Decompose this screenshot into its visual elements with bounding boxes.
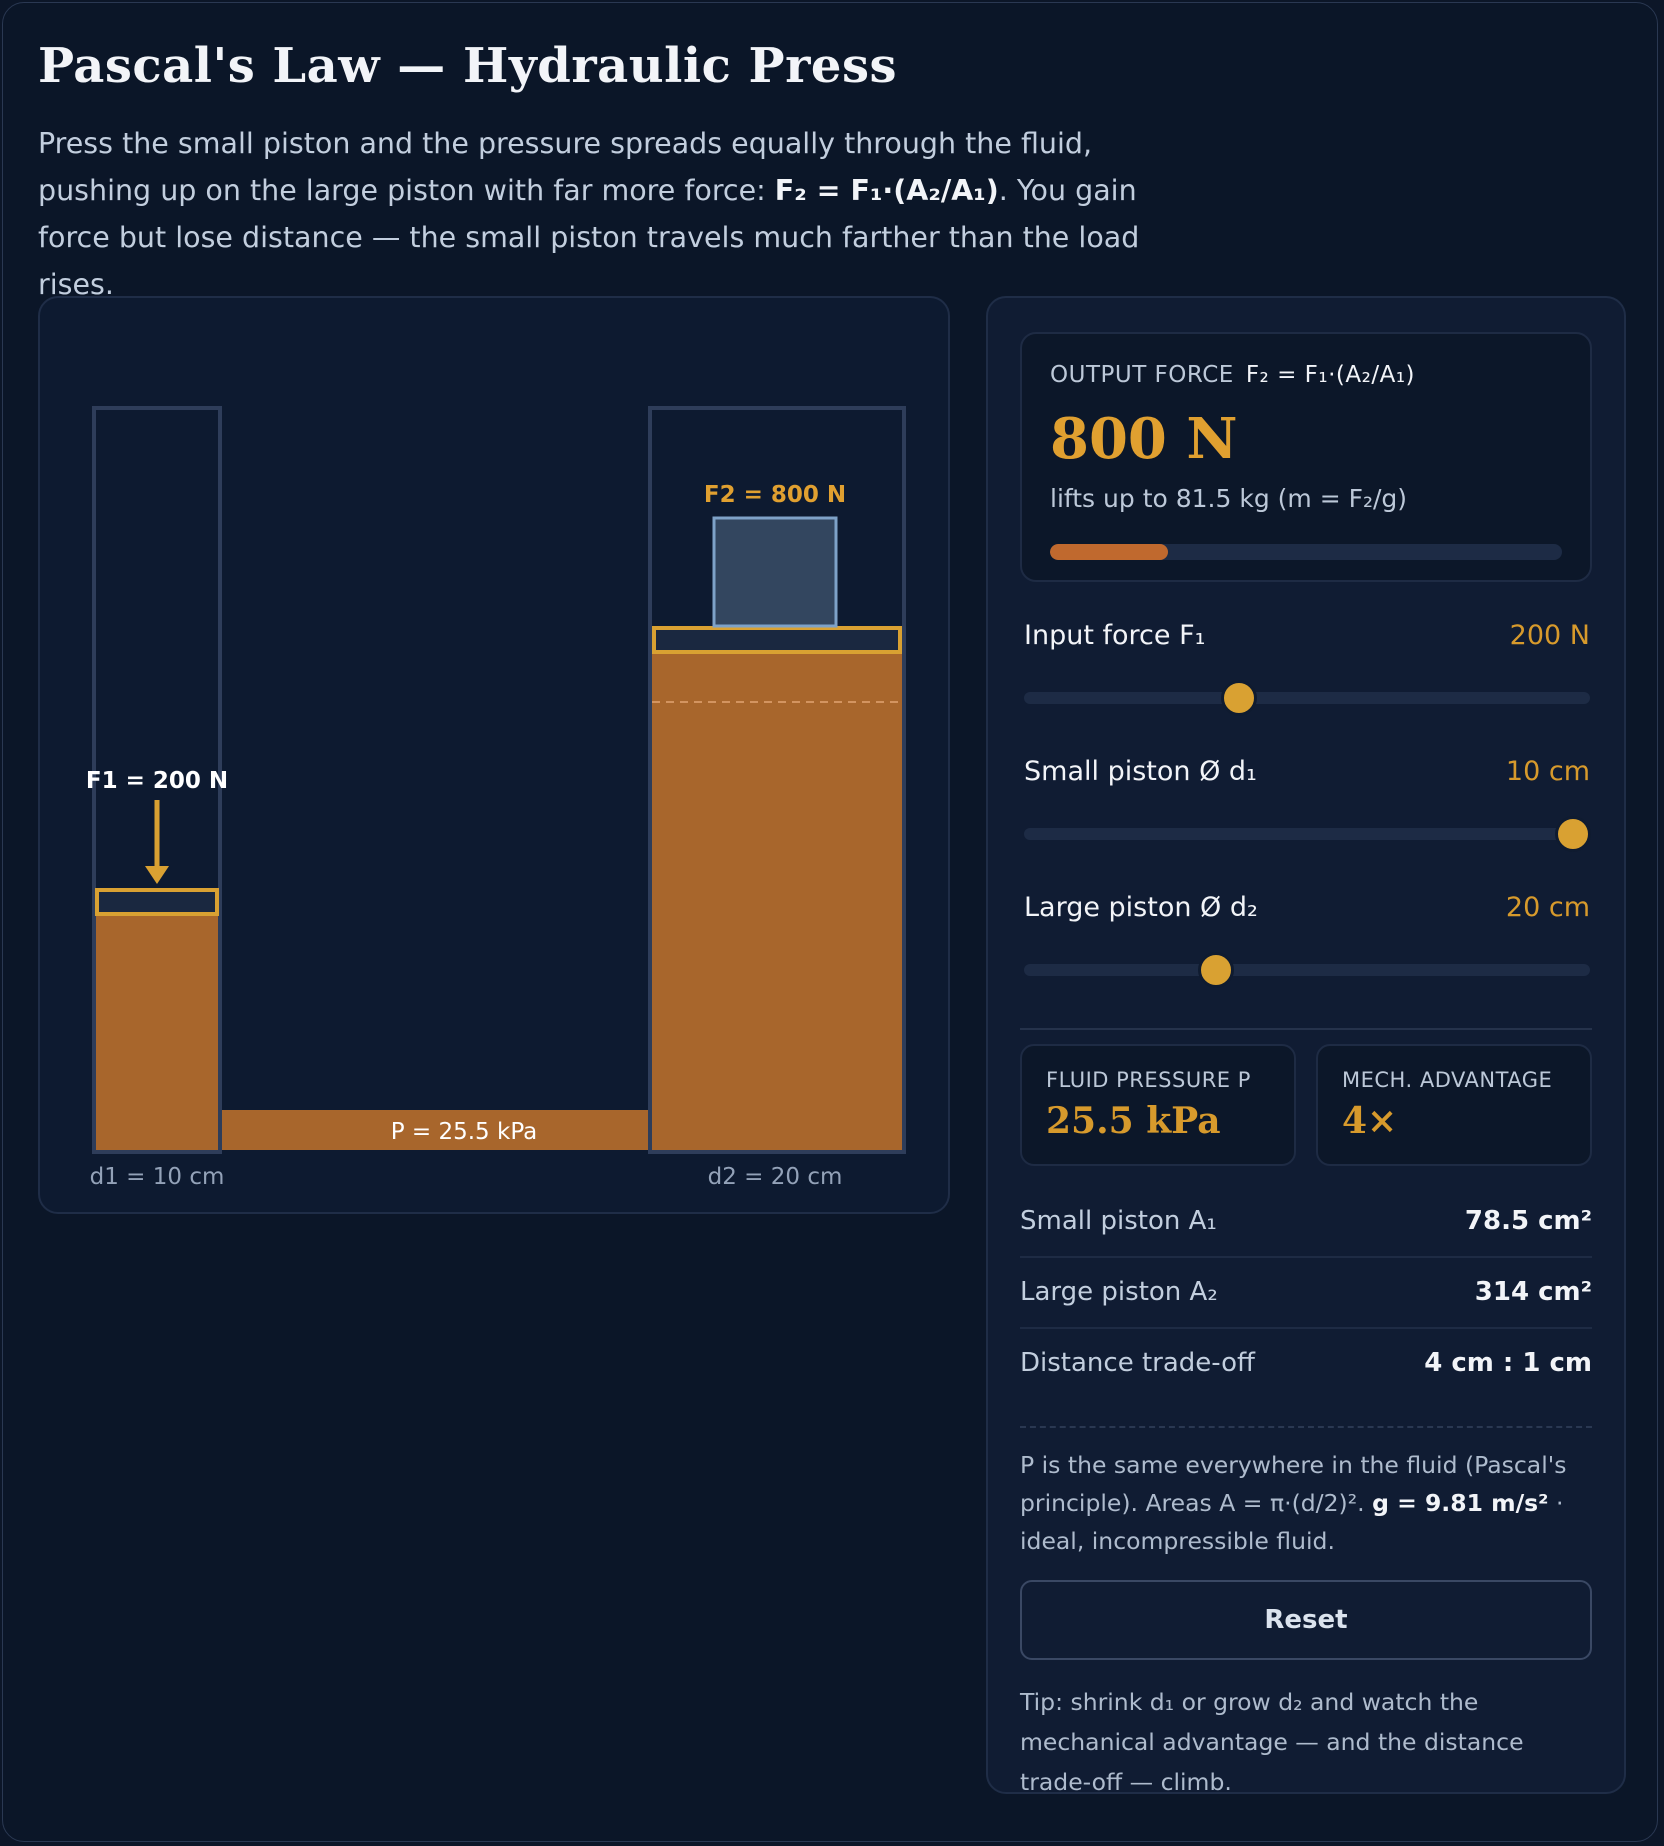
output-force-card: OUTPUT FORCE F₂ = F₁·(A₂/A₁) 800 N lifts … <box>1020 332 1592 582</box>
output-force-caption: OUTPUT FORCE F₂ = F₁·(A₂/A₁) <box>1050 362 1416 388</box>
slider-track[interactable] <box>1024 964 1590 976</box>
output-force-value: 800 N <box>1050 406 1238 472</box>
hydraulic-press-diagram: F1 = 200 N F2 = 800 N P = 25.5 kPa d1 = … <box>86 406 906 1190</box>
section-divider <box>1020 1028 1592 1030</box>
connecting-pipe <box>218 1110 648 1150</box>
dashed-divider <box>1020 1426 1592 1428</box>
output-force-bar <box>1050 544 1562 560</box>
small-area-row: Small piston A₁ 78.5 cm² <box>1020 1188 1592 1258</box>
large-area-row: Large piston A₂ 314 cm² <box>1020 1259 1592 1329</box>
small-piston[interactable] <box>95 888 219 916</box>
slider-thumb[interactable] <box>1555 816 1592 852</box>
small-cylinder-fluid <box>96 914 218 1150</box>
lift-mass-text: lifts up to 81.5 kg (m = F₂/g) <box>1050 484 1408 513</box>
pressure-label: P = 25.5 kPa <box>391 1119 538 1145</box>
large-cylinder-fluid <box>652 652 902 1150</box>
reset-button[interactable]: Reset <box>1020 1580 1592 1660</box>
input-force-label: F1 = 200 N <box>86 768 228 794</box>
slider-track[interactable] <box>1024 692 1590 704</box>
mech-advantage-stat: MECH. ADVANTAGE 4× <box>1316 1044 1592 1166</box>
large-piston-slider[interactable]: Large piston Ø d₂ 20 cm <box>1024 892 1590 992</box>
physics-note: P is the same everywhere in the fluid (P… <box>1020 1451 1567 1555</box>
fluid-pressure-stat: FLUID PRESSURE P 25.5 kPa <box>1020 1044 1296 1166</box>
small-piston-slider[interactable]: Small piston Ø d₁ 10 cm <box>1024 756 1592 856</box>
simulation-panel: F1 = 200 N F2 = 800 N P = 25.5 kPa d1 = … <box>38 296 950 1214</box>
slider-thumb[interactable] <box>1198 952 1235 988</box>
page-title: Pascal's Law — Hydraulic Press <box>38 38 897 94</box>
arrow-head-icon <box>145 866 169 884</box>
tip-text: Tip: shrink d₁ or grow d₂ and watch the … <box>1020 1688 1524 1796</box>
small-diameter-label: d1 = 10 cm <box>90 1164 225 1190</box>
large-diameter-label: d2 = 20 cm <box>708 1164 843 1190</box>
large-cylinder <box>648 406 906 1154</box>
output-force-bar-fill <box>1050 544 1168 560</box>
large-piston <box>652 626 902 654</box>
output-force-label: F2 = 800 N <box>704 482 846 508</box>
control-panel: OUTPUT FORCE F₂ = F₁·(A₂/A₁) 800 N lifts … <box>986 296 1626 1796</box>
intro-formula: F₂ = F₁·(A₂/A₁) <box>774 174 999 207</box>
intro-text: Press the small piston and the pressure … <box>38 127 1140 301</box>
distance-tradeoff-row: Distance trade-off 4 cm : 1 cm <box>1020 1348 1592 1378</box>
load-block <box>712 516 838 628</box>
input-force-slider[interactable]: Input force F₁ 200 N <box>1024 620 1590 720</box>
slider-track[interactable] <box>1024 828 1590 840</box>
small-cylinder <box>92 406 222 1154</box>
slider-thumb[interactable] <box>1221 680 1258 716</box>
